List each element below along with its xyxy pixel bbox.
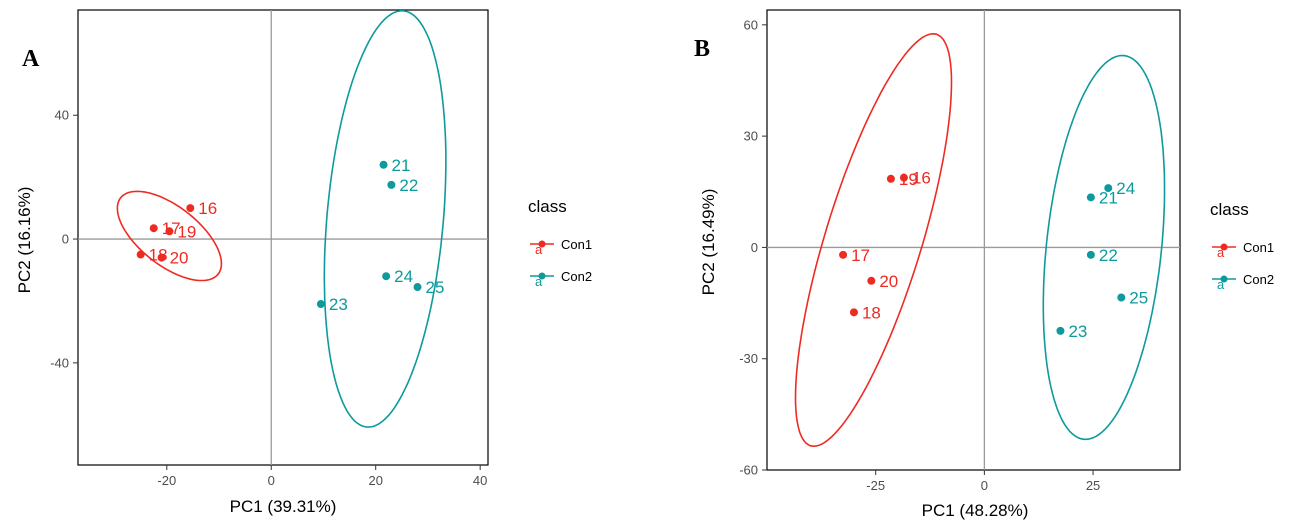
point-label: 21 bbox=[1099, 188, 1118, 207]
point-label: 18 bbox=[862, 303, 881, 322]
y-tick-label: 0 bbox=[62, 232, 69, 247]
y-tick-label: 30 bbox=[744, 129, 758, 144]
panel-letter: B bbox=[694, 36, 710, 62]
point-label: 16 bbox=[912, 169, 931, 188]
y-axis-title: PC2 (16.49%) bbox=[699, 189, 718, 296]
data-point bbox=[387, 180, 396, 189]
legend-key-point bbox=[538, 240, 546, 248]
legend-key-letter: a bbox=[1217, 277, 1225, 292]
confidence-ellipse-con2 bbox=[1042, 54, 1166, 441]
y-axis-title: PC2 (16.16%) bbox=[15, 187, 34, 294]
point-label: 18 bbox=[149, 246, 168, 265]
data-point bbox=[136, 250, 145, 259]
data-point bbox=[1104, 184, 1113, 193]
y-tick-label: 0 bbox=[751, 240, 758, 255]
data-point bbox=[1086, 193, 1095, 202]
data-point bbox=[867, 276, 876, 285]
legend-key-point bbox=[538, 272, 546, 280]
x-tick-label: -25 bbox=[866, 478, 885, 493]
y-tick-label: 60 bbox=[744, 17, 758, 32]
data-point bbox=[157, 253, 166, 262]
data-point bbox=[899, 173, 908, 182]
data-point bbox=[1086, 250, 1095, 259]
point-label: 23 bbox=[329, 295, 348, 314]
y-tick-label: -60 bbox=[739, 463, 758, 478]
data-point bbox=[1056, 326, 1065, 335]
data-point bbox=[839, 250, 848, 259]
pca-panel-b: -25 0 2560300-30-6019161720182421222523PC1… bbox=[694, 9, 1274, 520]
x-tick-label: 40 bbox=[473, 473, 487, 488]
point-label: 22 bbox=[1099, 246, 1118, 265]
legend-key-letter: a bbox=[535, 274, 543, 289]
data-point bbox=[1117, 293, 1126, 302]
legend-key-letter: a bbox=[1217, 245, 1225, 260]
point-label: 25 bbox=[425, 278, 444, 297]
data-point bbox=[316, 300, 325, 309]
data-point bbox=[379, 160, 388, 169]
point-label: 23 bbox=[1068, 322, 1087, 341]
point-label: 19 bbox=[177, 222, 196, 241]
legend-key-point bbox=[1220, 243, 1228, 251]
panel-letter: A bbox=[22, 46, 40, 72]
point-label: 16 bbox=[198, 199, 217, 218]
data-point bbox=[382, 272, 391, 281]
point-label: 17 bbox=[851, 246, 870, 265]
point-label: 25 bbox=[1129, 289, 1148, 308]
legend-title: class bbox=[1210, 200, 1249, 219]
point-label: 24 bbox=[1116, 179, 1135, 198]
legend-key-letter: a bbox=[535, 242, 543, 257]
legend-label: Con1 bbox=[561, 237, 592, 252]
y-tick-label: 40 bbox=[55, 108, 69, 123]
confidence-ellipse-con1 bbox=[794, 32, 953, 448]
x-axis-title: PC1 (39.31%) bbox=[230, 497, 337, 516]
confidence-ellipse-con2 bbox=[323, 10, 447, 428]
point-label: 22 bbox=[399, 176, 418, 195]
point-label: 20 bbox=[170, 249, 189, 268]
data-point bbox=[413, 283, 422, 292]
x-tick-label: 0 bbox=[268, 473, 275, 488]
point-label: 24 bbox=[394, 267, 413, 286]
x-tick-label: 20 bbox=[368, 473, 382, 488]
x-axis-title: PC1 (48.28%) bbox=[922, 501, 1029, 520]
x-tick-label: 0 bbox=[981, 478, 988, 493]
data-point bbox=[165, 227, 174, 236]
x-tick-label: -20 bbox=[157, 473, 176, 488]
confidence-ellipse-con1 bbox=[116, 190, 223, 282]
legend-title: class bbox=[528, 197, 567, 216]
plot-frame bbox=[766, 9, 1181, 471]
legend-label: Con1 bbox=[1243, 240, 1274, 255]
y-tick-label: -40 bbox=[50, 355, 69, 370]
data-point bbox=[886, 174, 895, 183]
point-label: 20 bbox=[879, 272, 898, 291]
legend-label: Con2 bbox=[1243, 272, 1274, 287]
y-tick-label: -30 bbox=[739, 351, 758, 366]
data-point bbox=[186, 204, 195, 213]
data-point bbox=[849, 308, 858, 317]
x-tick-label: 25 bbox=[1086, 478, 1100, 493]
legend-key-point bbox=[1220, 275, 1228, 283]
plot-frame bbox=[77, 9, 489, 466]
legend-label: Con2 bbox=[561, 269, 592, 284]
point-label: 21 bbox=[392, 156, 411, 175]
data-point bbox=[149, 224, 158, 233]
